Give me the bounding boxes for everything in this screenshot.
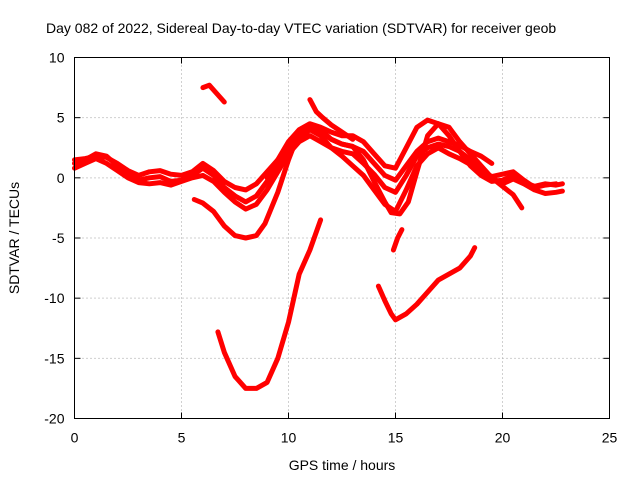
grid-lines bbox=[74, 57, 610, 419]
y-tick-label: -15 bbox=[44, 350, 64, 366]
series-line-trace-5 bbox=[191, 121, 525, 241]
y-tick-label: 5 bbox=[57, 110, 65, 126]
series-line-trace-8 bbox=[307, 97, 356, 142]
y-tick-label: 10 bbox=[49, 50, 65, 66]
chart-title: Day 082 of 2022, Sidereal Day-to-day VTE… bbox=[46, 20, 556, 36]
series-line-trace-9 bbox=[375, 245, 478, 323]
axis-ticks: 0 5 10 15 20 25 -20 -15 -10 -5 0 5 10 bbox=[44, 50, 617, 446]
x-tick-label: 0 bbox=[71, 430, 79, 446]
series-line-trace-6 bbox=[200, 82, 227, 105]
x-axis-label: GPS time / hours bbox=[289, 457, 396, 473]
y-axis-label: SDTVAR / TECUs bbox=[6, 182, 22, 294]
y-tick-label: -20 bbox=[44, 411, 64, 427]
series-line-trace-10 bbox=[390, 227, 405, 253]
x-tick-label: 5 bbox=[178, 430, 186, 446]
x-tick-label: 10 bbox=[281, 430, 297, 446]
x-tick-label: 25 bbox=[602, 430, 618, 446]
x-tick-label: 20 bbox=[495, 430, 511, 446]
y-tick-label: -5 bbox=[52, 230, 65, 246]
data-series bbox=[72, 82, 565, 391]
y-tick-label: 0 bbox=[57, 170, 65, 186]
x-tick-label: 15 bbox=[388, 430, 404, 446]
series-line-trace-7 bbox=[215, 217, 324, 391]
y-tick-label: -10 bbox=[44, 290, 64, 306]
